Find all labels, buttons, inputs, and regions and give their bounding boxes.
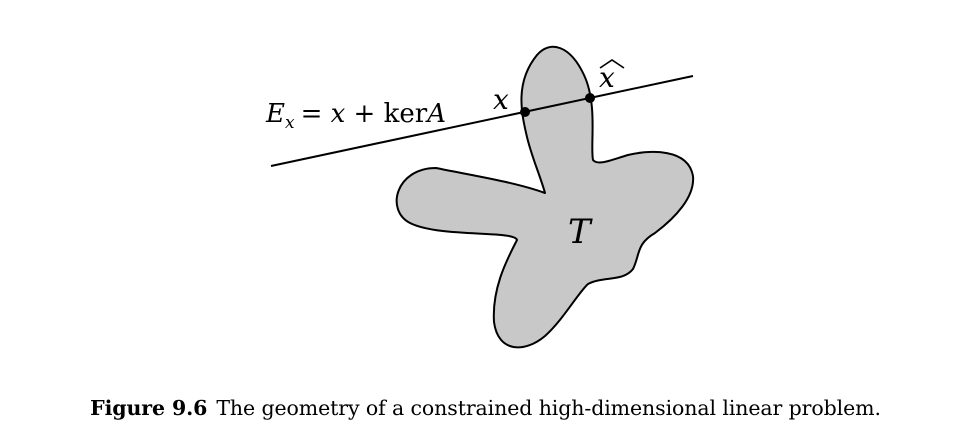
point-x-label: x <box>493 83 509 116</box>
point-xhat-label: x <box>599 61 615 94</box>
line-label-eq: = x + <box>301 99 384 129</box>
caption-text: The geometry of a constrained high-dimen… <box>216 396 881 420</box>
point-x-dot <box>520 107 530 117</box>
region-t-shape <box>395 45 695 349</box>
line-label-subscript: x <box>285 113 295 133</box>
line-label-a: A <box>425 99 446 129</box>
region-t-label: T <box>568 212 593 252</box>
line-label: Ex = x + kerA <box>265 99 446 133</box>
line-label-ker: ker <box>384 99 428 129</box>
caption-label: Figure 9.6 <box>90 396 208 420</box>
figure: Ex = x + kerA x x T <box>265 45 695 349</box>
diagram-canvas: Ex = x + kerA x x T <box>265 45 695 349</box>
line-label-e: E <box>265 99 285 129</box>
figure-caption: Figure 9.6 The geometry of a constrained … <box>0 396 971 420</box>
hat-accent-icon <box>599 59 625 69</box>
affine-line-ex <box>270 75 694 167</box>
point-xhat-dot <box>585 93 595 103</box>
